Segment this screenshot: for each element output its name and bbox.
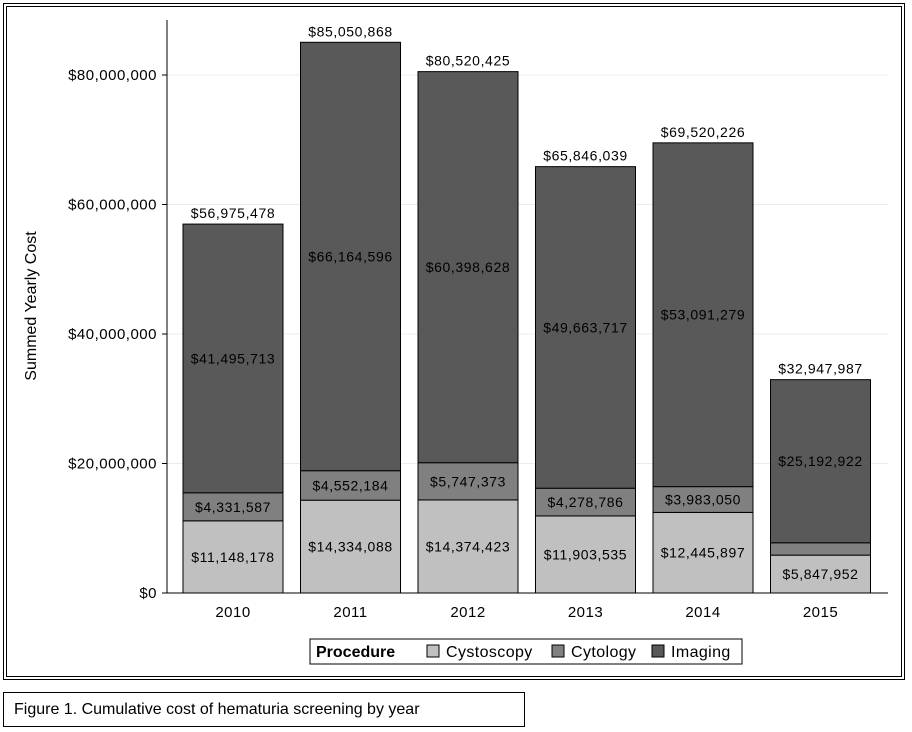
data-label-imaging-2014: $53,091,279 <box>661 307 745 323</box>
legend-title: Procedure <box>316 644 395 661</box>
data-label-cystoscopy-2010: $11,148,178 <box>191 549 274 565</box>
legend-box <box>309 638 743 665</box>
legend-label-cytology: Cytology <box>571 644 636 661</box>
legend-swatch-cytology <box>551 644 565 658</box>
y-tick-label: $20,000,000 <box>68 456 157 473</box>
data-label-cytology-2013: $4,278,786 <box>547 494 623 510</box>
stacked-bar-chart: $11,148,178 $4,331,587 $41,495,713 $56,975,… <box>23 20 888 665</box>
y-tick-label: $0 <box>139 585 157 602</box>
grid-layer <box>167 74 888 464</box>
bar-segment-cytology-2014 <box>652 486 754 513</box>
bars-layer <box>182 41 871 594</box>
y-tick-label: $80,000,000 <box>68 67 157 84</box>
legend-swatch-imaging <box>651 644 665 658</box>
x-tick-label: 2011 <box>333 604 367 621</box>
y-tick-label: $60,000,000 <box>68 197 157 214</box>
data-label-imaging-2011: $66,164,596 <box>308 249 392 265</box>
bar-segment-imaging-2011 <box>300 41 401 472</box>
bar-segment-imaging-2012 <box>417 71 519 464</box>
legend-label-cystoscopy: Cystoscopy <box>446 644 533 661</box>
data-label-cytology-2012: $5,747,373 <box>430 473 506 489</box>
bar-segment-cystoscopy-2013 <box>535 515 636 594</box>
total-label-2013: $65,846,039 <box>543 148 627 164</box>
x-tick-label: 2010 <box>215 604 250 621</box>
bar-segment-imaging-2010 <box>182 223 284 494</box>
data-label-cystoscopy-2011: $14,334,088 <box>308 539 392 555</box>
labels-layer: $11,148,178 $4,331,587 $41,495,713 $56,975,… <box>191 23 862 582</box>
data-label-cytology-2014: $3,983,050 <box>665 492 741 508</box>
bar-segment-cytology-2013 <box>535 487 636 517</box>
y-tick-label: $40,000,000 <box>68 326 157 343</box>
data-label-cystoscopy-2012: $14,374,423 <box>426 538 510 554</box>
legend-label-imaging: Imaging <box>671 644 731 661</box>
bar-segment-cytology-2010 <box>182 492 284 522</box>
bar-segment-cystoscopy-2010 <box>182 520 284 594</box>
x-tick-label: 2013 <box>568 604 603 621</box>
bar-segment-cystoscopy-2014 <box>652 511 754 594</box>
total-label-2015: $32,947,987 <box>778 361 862 377</box>
total-label-2010: $56,975,478 <box>191 205 275 221</box>
legend: Procedure Cystoscopy Cytology Imaging <box>309 638 743 665</box>
chart-frame <box>3 3 905 680</box>
bar-segment-imaging-2014 <box>652 142 754 488</box>
data-label-imaging-2013: $49,663,717 <box>543 319 627 335</box>
axis-layer: $0 $20,000,000 $40,000,000 $60,000,000 $80,0… <box>68 20 888 621</box>
data-label-imaging-2012: $60,398,628 <box>426 259 510 275</box>
total-label-2011: $85,050,868 <box>308 23 392 39</box>
data-label-cytology-2010: $4,331,587 <box>195 499 271 515</box>
data-label-imaging-2010: $41,495,713 <box>191 350 275 366</box>
chart-frame-inner <box>6 6 902 677</box>
bar-segment-cystoscopy-2015 <box>770 554 871 594</box>
x-tick-label: 2014 <box>685 604 720 621</box>
data-label-imaging-2015: $25,192,922 <box>778 453 862 469</box>
y-axis-title: Summed Yearly Cost <box>23 231 40 381</box>
x-tick-label: 2012 <box>450 604 485 621</box>
bar-segment-cytology-2011 <box>300 470 401 501</box>
x-tick-label: 2015 <box>803 604 838 621</box>
data-label-cystoscopy-2013: $11,903,535 <box>544 546 627 562</box>
bar-segment-imaging-2013 <box>535 166 636 489</box>
data-label-cystoscopy-2015: $5,847,952 <box>782 566 858 582</box>
data-label-cytology-2011: $4,552,184 <box>312 477 388 493</box>
figure-caption: Figure 1. Cumulative cost of hematuria s… <box>3 692 525 727</box>
bar-segment-imaging-2015 <box>770 379 871 544</box>
legend-swatch-cystoscopy <box>426 644 440 658</box>
bar-segment-cytology-2015 <box>770 542 871 556</box>
total-label-2014: $69,520,226 <box>661 124 745 140</box>
total-label-2012: $80,520,425 <box>426 53 510 69</box>
bar-segment-cystoscopy-2011 <box>300 499 401 594</box>
data-label-cystoscopy-2014: $12,445,897 <box>661 545 745 561</box>
